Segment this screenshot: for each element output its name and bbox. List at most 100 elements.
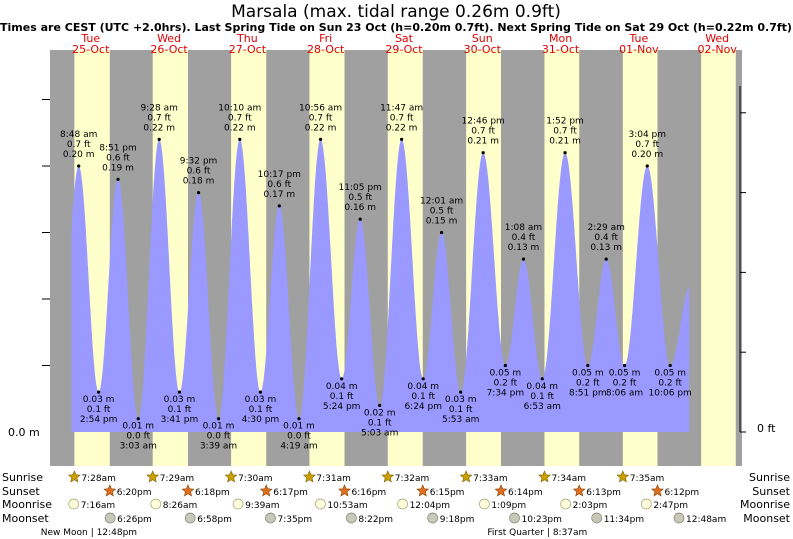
tide-time-label: 12:46 pm	[462, 117, 505, 127]
sunset-icon	[416, 484, 430, 497]
tide-height-m-label: 0.18 m	[183, 177, 215, 187]
tide-height-ft-label: 0.1 ft	[249, 405, 273, 415]
day-date-label: 29-Oct	[385, 43, 423, 56]
high-tide-marker: 1:08 am0.4 ft0.13 m	[505, 223, 542, 261]
moonrise-icon	[479, 498, 490, 510]
tide-extreme-dot	[216, 417, 221, 421]
sunset-time: 6:14pm	[508, 488, 543, 498]
low-tide-marker: 0.04 m0.1 ft6:24 pm	[404, 377, 442, 412]
tide-height-m-label: 0.22 m	[143, 123, 175, 133]
tide-height-ft-label: 0.7 ft	[147, 113, 171, 123]
sunrise-icon	[302, 470, 316, 483]
tide-extreme-dot	[157, 137, 161, 141]
sunset-icon	[259, 484, 273, 497]
tide-height-m-label: 0.16 m	[344, 203, 376, 213]
high-tide-marker: 10:17 pm0.6 ft0.17 m	[258, 170, 301, 208]
daylight-band	[701, 50, 736, 466]
tide-height-m-label: 0.01 m	[203, 422, 235, 432]
day-name-label: Sun	[472, 32, 493, 45]
sunset-icon	[338, 484, 351, 497]
sunset-icon	[572, 484, 586, 497]
tide-height-ft-label: 0.1 ft	[87, 405, 111, 415]
tide-extreme-dot	[668, 363, 672, 368]
sunset-time: 6:17pm	[273, 488, 308, 498]
tide-height-ft-label: 0.6 ft	[267, 180, 291, 190]
day-date-label: 25-Oct	[72, 43, 110, 56]
moonrise-time: 7:16am	[81, 501, 116, 511]
day-name-label: Fri	[319, 32, 332, 45]
sunrise-icon	[616, 470, 630, 483]
tide-extreme-dot	[258, 390, 263, 394]
low-tide-marker: 0.01 m0.0 ft3:03 am	[120, 417, 157, 452]
moonrise-time: 10:53am	[327, 501, 367, 511]
sunset-icon	[494, 484, 508, 497]
moonset-time: 12:48am	[686, 515, 726, 525]
moonrise-time: 9:39am	[245, 501, 280, 511]
tide-time-label: 5:24 pm	[323, 402, 361, 412]
day-date-label: 02-Nov	[697, 43, 737, 56]
tide-height-ft-label: 0.0 ft	[207, 432, 231, 442]
day-name-label: Sat	[395, 32, 414, 45]
tide-height-m-label: 0.13 m	[508, 243, 540, 253]
moonset-icon	[104, 512, 116, 524]
tide-extreme-dot	[439, 230, 444, 235]
day-name-label: Wed	[157, 32, 181, 45]
moonset-time: 10:23pm	[522, 515, 562, 525]
tide-extreme-dot	[340, 377, 344, 381]
chart-title: Marsala (max. tidal range 0.26m 0.9ft)	[231, 2, 561, 22]
tide-extreme-dot	[136, 417, 140, 421]
tide-time-label: 2:29 am	[588, 223, 625, 233]
tide-height-m-label: 0.03 m	[245, 395, 277, 405]
tide-height-m-label: 0.20 m	[631, 150, 663, 160]
moonrise-icon	[397, 498, 408, 510]
tide-extreme-dot	[196, 191, 201, 195]
day-date-label: 30-Oct	[464, 43, 502, 56]
tide-extreme-dot	[540, 377, 544, 381]
tide-height-ft-label: 0.4 ft	[594, 233, 618, 243]
moonset-time: 9:18pm	[440, 515, 475, 525]
low-tide-marker: 0.02 m0.1 ft5:03 am	[361, 403, 398, 438]
tide-height-m-label: 0.05 m	[572, 369, 604, 379]
sunrise-time: 7:28am	[81, 474, 116, 484]
sunrise-time: 7:31am	[316, 474, 351, 484]
sunrise-icon	[459, 470, 473, 483]
tide-extreme-dot	[586, 363, 590, 368]
tide-height-ft-label: 0.5 ft	[348, 193, 372, 203]
sunset-icon	[181, 484, 195, 497]
tide-extreme-dot	[277, 204, 281, 208]
tide-height-m-label: 0.21 m	[549, 137, 581, 147]
tide-height-ft-label: 0.0 ft	[287, 432, 311, 442]
day-name-label: Tue	[80, 32, 100, 45]
tide-extreme-dot	[503, 363, 507, 368]
tide-height-m-label: 0.04 m	[526, 382, 558, 392]
high-tide-marker: 3:04 pm0.7 ft0.20 m	[628, 130, 666, 168]
tide-time-label: 11:05 pm	[339, 183, 382, 193]
low-tide-marker: 0.01 m0.0 ft3:39 am	[200, 417, 237, 452]
tide-time-label: 6:53 am	[524, 402, 561, 412]
sunset-icon	[103, 484, 117, 497]
tide-extreme-dot	[297, 417, 301, 421]
low-tide-marker: 0.05 m0.2 ft7:34 pm	[487, 363, 524, 399]
sunrise-time: 7:33am	[473, 474, 508, 484]
sunrise-label-right: Sunrise	[749, 471, 790, 484]
tide-height-ft-label: 0.2 ft	[613, 379, 637, 389]
tide-height-m-label: 0.03 m	[445, 395, 477, 405]
high-tide-marker: 12:46 pm0.7 ft0.21 m	[462, 117, 505, 155]
moonset-time: 11:34pm	[604, 515, 644, 525]
tide-time-label: 8:51 pm	[99, 143, 137, 153]
high-tide-marker: 8:48 am0.7 ft0.20 m	[60, 130, 97, 168]
sunrise-time: 7:30am	[238, 474, 273, 484]
tide-height-ft-label: 0.7 ft	[471, 127, 495, 137]
tide-height-ft-label: 0.6 ft	[106, 153, 130, 163]
sunrise-icon	[224, 470, 238, 483]
tide-time-label: 8:06 am	[606, 389, 643, 399]
tide-height-ft-label: 0.1 ft	[368, 418, 392, 428]
tide-height-m-label: 0.15 m	[426, 217, 458, 227]
moonset-time: 7:35pm	[277, 515, 312, 525]
tide-height-ft-label: 0.1 ft	[168, 405, 192, 415]
tide-height-ft-label: 0.7 ft	[553, 127, 577, 137]
moon-phase-label: New Moon	[41, 528, 88, 538]
moonset-icon	[509, 512, 520, 524]
moon-phase-label: First Quarter	[487, 528, 544, 538]
